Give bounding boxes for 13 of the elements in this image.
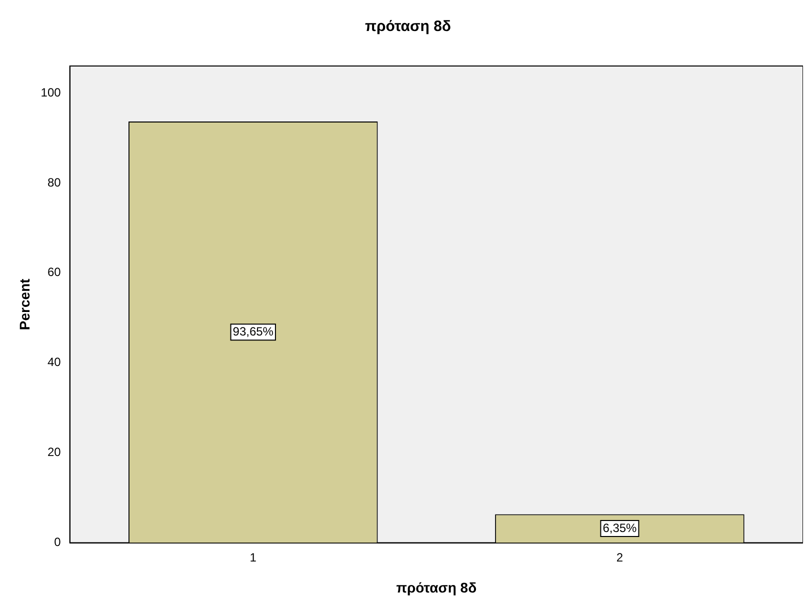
data-label: 6,35% (602, 520, 638, 535)
x-tick-label: 2 (616, 550, 624, 564)
data-label: 93,65% (232, 324, 274, 338)
y-tick-label: 40 (47, 355, 62, 370)
y-tick-label: 60 (47, 265, 62, 280)
x-tick-label: 1 (250, 550, 257, 564)
y-tick-label: 100 (40, 85, 62, 100)
chart-title: πρόταση 8δ (364, 18, 452, 36)
y-tick-label: 80 (47, 175, 62, 190)
x-axis-title: πρόταση 8δ (396, 579, 477, 596)
y-tick-label: 20 (47, 445, 62, 460)
y-tick-label: 0 (54, 535, 62, 550)
y-axis-title: Percent (16, 278, 32, 330)
